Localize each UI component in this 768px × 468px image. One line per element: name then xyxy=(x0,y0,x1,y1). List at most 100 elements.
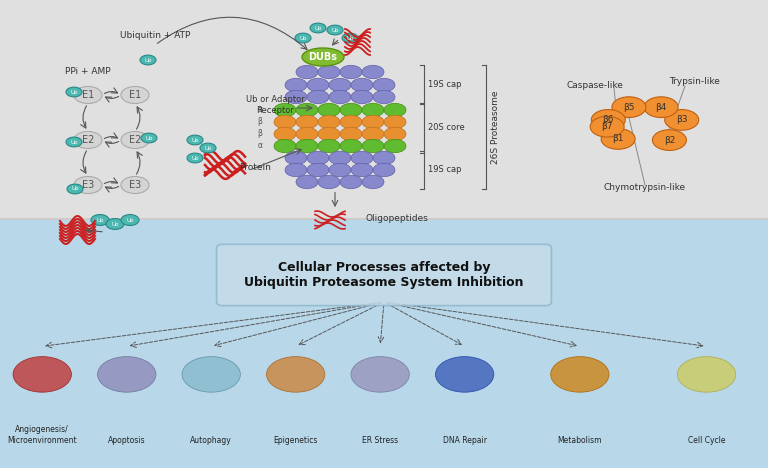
Bar xyxy=(0,232,768,235)
Circle shape xyxy=(653,130,687,150)
Bar xyxy=(0,373,768,377)
Circle shape xyxy=(266,357,325,392)
Circle shape xyxy=(384,127,406,141)
Bar xyxy=(0,364,768,368)
Bar xyxy=(0,422,768,426)
Circle shape xyxy=(140,55,156,65)
Circle shape xyxy=(200,143,216,153)
Bar xyxy=(0,294,768,298)
Circle shape xyxy=(121,132,149,148)
Text: Ub: Ub xyxy=(191,138,199,142)
Circle shape xyxy=(329,78,351,92)
Bar xyxy=(0,298,768,302)
Circle shape xyxy=(351,78,373,92)
Circle shape xyxy=(318,139,340,153)
Circle shape xyxy=(384,115,406,129)
Circle shape xyxy=(677,357,736,392)
Text: E2: E2 xyxy=(129,135,141,145)
Text: Ub: Ub xyxy=(111,221,119,227)
Circle shape xyxy=(551,357,609,392)
Bar xyxy=(0,377,768,381)
Circle shape xyxy=(13,357,71,392)
Circle shape xyxy=(590,117,624,137)
Text: Ub: Ub xyxy=(191,155,199,161)
Circle shape xyxy=(274,103,296,117)
Circle shape xyxy=(274,115,296,129)
Circle shape xyxy=(67,184,83,194)
Text: Ub: Ub xyxy=(70,139,78,145)
Bar xyxy=(0,348,768,352)
Circle shape xyxy=(362,66,384,79)
Text: Angiogenesis/
Microenvironment: Angiogenesis/ Microenvironment xyxy=(8,425,77,445)
Circle shape xyxy=(362,115,384,129)
Circle shape xyxy=(307,163,329,177)
Bar xyxy=(0,235,768,240)
Bar xyxy=(0,360,768,364)
Circle shape xyxy=(351,151,373,165)
Bar xyxy=(0,314,768,319)
Bar xyxy=(0,389,768,393)
Circle shape xyxy=(74,132,102,148)
Circle shape xyxy=(66,87,82,97)
Text: Ub: Ub xyxy=(314,25,322,30)
Bar xyxy=(0,452,768,455)
Bar xyxy=(0,368,768,373)
Circle shape xyxy=(182,357,240,392)
Text: Protein: Protein xyxy=(239,162,271,171)
Bar xyxy=(0,273,768,277)
Circle shape xyxy=(307,151,329,165)
Circle shape xyxy=(318,66,340,79)
Text: Oligopeptides: Oligopeptides xyxy=(365,213,428,222)
Text: β3: β3 xyxy=(676,116,687,124)
Circle shape xyxy=(384,103,406,117)
Text: Ub: Ub xyxy=(300,36,306,41)
Bar xyxy=(0,460,768,464)
Circle shape xyxy=(665,110,699,130)
Bar xyxy=(0,277,768,281)
Text: Cell Cycle: Cell Cycle xyxy=(688,436,725,445)
Circle shape xyxy=(285,163,307,177)
Text: Epigenetics: Epigenetics xyxy=(273,436,318,445)
Circle shape xyxy=(340,139,362,153)
Circle shape xyxy=(340,127,362,141)
Bar xyxy=(0,261,768,265)
Bar xyxy=(0,397,768,402)
Circle shape xyxy=(307,90,329,104)
Bar xyxy=(0,290,768,294)
Bar xyxy=(0,344,768,348)
Circle shape xyxy=(74,87,102,103)
Bar xyxy=(0,418,768,422)
Circle shape xyxy=(373,163,395,177)
Circle shape xyxy=(295,33,311,43)
Circle shape xyxy=(340,66,362,79)
Bar xyxy=(0,265,768,269)
Text: DNA Repair: DNA Repair xyxy=(442,436,487,445)
Circle shape xyxy=(296,103,318,117)
Bar xyxy=(0,410,768,414)
Bar xyxy=(0,439,768,443)
Circle shape xyxy=(362,103,384,117)
Text: Metabolism: Metabolism xyxy=(558,436,602,445)
Bar xyxy=(0,385,768,389)
Circle shape xyxy=(601,129,635,149)
Circle shape xyxy=(296,139,318,153)
Text: PPi + AMP: PPi + AMP xyxy=(65,67,111,76)
Bar xyxy=(0,306,768,310)
Circle shape xyxy=(318,176,340,189)
Bar xyxy=(0,327,768,331)
Circle shape xyxy=(121,87,149,103)
Text: Ub: Ub xyxy=(71,187,79,191)
Text: E2: E2 xyxy=(82,135,94,145)
Circle shape xyxy=(362,139,384,153)
Text: β2: β2 xyxy=(664,136,675,145)
Bar xyxy=(0,431,768,435)
Circle shape xyxy=(329,163,351,177)
Text: ER Stress: ER Stress xyxy=(362,436,399,445)
Circle shape xyxy=(373,90,395,104)
Bar xyxy=(0,219,768,223)
Text: Ubiquitin + ATP: Ubiquitin + ATP xyxy=(120,30,190,39)
Bar xyxy=(0,244,768,248)
Bar xyxy=(0,414,768,418)
Text: Ub: Ub xyxy=(144,58,152,63)
Bar xyxy=(0,248,768,252)
